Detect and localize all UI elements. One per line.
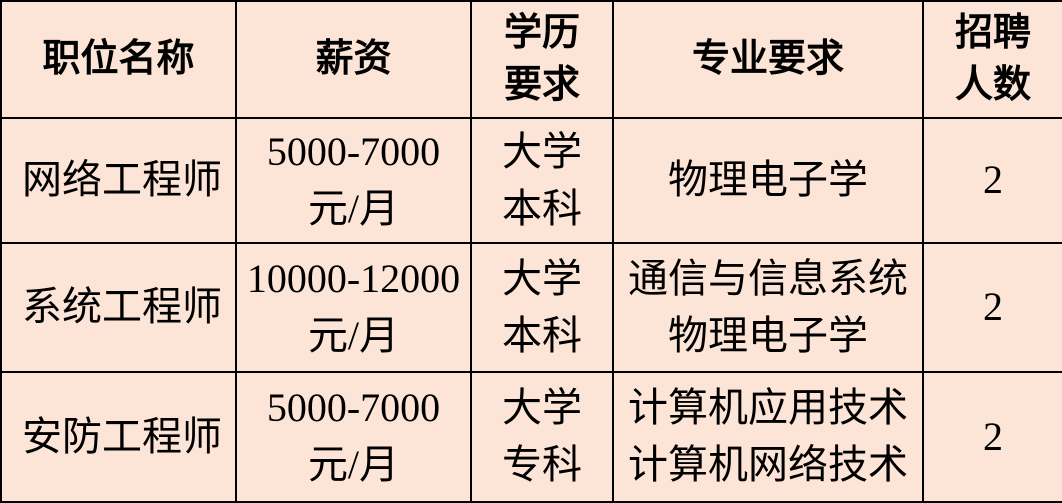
header-cell-salary: 薪资	[235, 0, 472, 119]
table-row-system-engineer: 系统工程师 10000-12000 元/月 大学 本科 通信与信息系统 物理电子…	[0, 242, 1062, 373]
education-text-line2: 本科	[502, 312, 582, 358]
education-text-line1: 大学	[502, 128, 582, 174]
position-text: 网络工程师	[22, 157, 222, 203]
education-text-line1: 大学	[502, 255, 582, 301]
table-row-network-engineer: 网络工程师 5000-7000 元/月 大学 本科 物理电子学 2	[0, 117, 1062, 244]
headcount-text: 2	[983, 284, 1003, 330]
major-text-line1: 通信与信息系统	[628, 255, 908, 301]
position-text: 安防工程师	[22, 413, 222, 459]
cell-major: 物理电子学	[612, 117, 924, 244]
major-text-line1: 物理电子学	[668, 157, 868, 203]
salary-text-line1: 10000-12000	[246, 255, 461, 301]
position-text: 系统工程师	[22, 284, 222, 330]
header-education-label-line2: 要求	[503, 63, 580, 106]
salary-text-line2: 元/月	[307, 185, 400, 231]
header-headcount-label-line1: 招聘	[954, 12, 1031, 55]
education-text-line2: 本科	[502, 185, 582, 231]
cell-headcount: 2	[922, 117, 1062, 244]
header-salary-label: 薪资	[315, 37, 392, 80]
table-row-security-engineer: 安防工程师 5000-7000 元/月 大学 专科 计算机应用技术 计算机网络技…	[0, 371, 1062, 503]
salary-text-line1: 5000-7000	[266, 128, 441, 174]
header-education-label-line1: 学历	[503, 12, 580, 55]
header-cell-major: 专业要求	[612, 0, 924, 119]
cell-major: 通信与信息系统 物理电子学	[612, 242, 924, 373]
cell-headcount: 2	[922, 242, 1062, 373]
salary-text-line1: 5000-7000	[266, 385, 441, 431]
cell-salary: 10000-12000 元/月	[235, 242, 472, 373]
education-text-line2: 专科	[502, 442, 582, 487]
major-text-line1: 计算机应用技术	[628, 385, 908, 431]
cell-major: 计算机应用技术 计算机网络技术	[612, 371, 924, 503]
education-text-line1: 大学	[502, 385, 582, 431]
salary-text-line2: 元/月	[307, 312, 400, 358]
header-cell-position: 职位名称	[0, 0, 237, 119]
headcount-text: 2	[983, 413, 1003, 459]
cell-salary: 5000-7000 元/月	[235, 117, 472, 244]
header-headcount-label-line2: 人数	[954, 63, 1031, 106]
cell-salary: 5000-7000 元/月	[235, 371, 472, 503]
header-row: 职位名称 薪资 学历 要求 专业要求 招聘 人数	[0, 0, 1062, 119]
cell-education: 大学 专科	[470, 371, 614, 503]
header-cell-headcount: 招聘 人数	[922, 0, 1062, 119]
cell-position: 安防工程师	[0, 371, 237, 503]
header-cell-education: 学历 要求	[470, 0, 614, 119]
header-major-label: 专业要求	[691, 37, 844, 80]
cell-position: 网络工程师	[0, 117, 237, 244]
headcount-text: 2	[983, 157, 1003, 203]
header-position-label: 职位名称	[42, 37, 195, 80]
major-text-line2: 计算机网络技术	[628, 442, 908, 487]
cell-education: 大学 本科	[470, 242, 614, 373]
cell-headcount: 2	[922, 371, 1062, 503]
cell-position: 系统工程师	[0, 242, 237, 373]
cell-education: 大学 本科	[470, 117, 614, 244]
major-text-line2: 物理电子学	[668, 312, 868, 358]
salary-text-line2: 元/月	[307, 442, 400, 487]
